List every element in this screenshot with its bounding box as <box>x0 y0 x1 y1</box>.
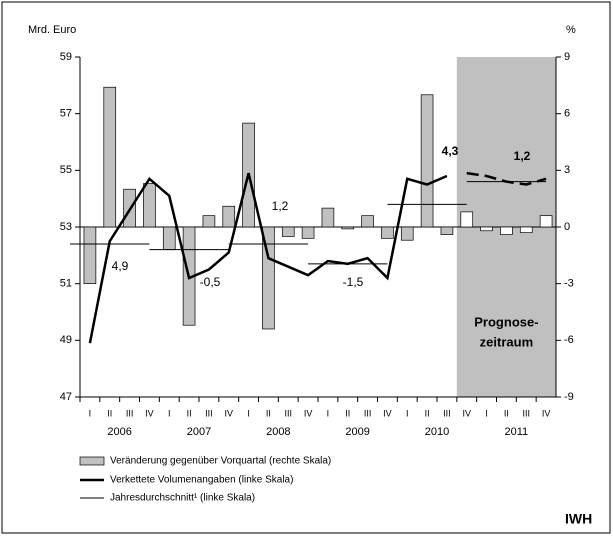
source: IWH <box>565 511 592 527</box>
x-tick-label: I <box>89 408 92 418</box>
legend-label: Verkettete Volumenangaben (linke Skala) <box>110 475 293 486</box>
x-tick-label: IV <box>304 408 313 418</box>
x-tick-label: II <box>425 408 430 418</box>
x-tick-label: III <box>126 408 134 418</box>
y-tick-label: 57 <box>60 108 72 120</box>
year-label: 2008 <box>266 426 290 438</box>
bar <box>202 215 216 228</box>
bar <box>162 226 176 251</box>
growth-label: -1,5 <box>343 275 364 289</box>
legend-label: Jahresdurchschnitt¹ (linke Skala) <box>110 493 255 504</box>
x-tick-label: IV <box>224 408 233 418</box>
y2-tick-label: -9 <box>564 391 574 403</box>
y2-tick-label: -6 <box>564 334 574 346</box>
x-tick-label: III <box>443 408 451 418</box>
x-tick-label: II <box>504 408 509 418</box>
bar <box>83 226 97 285</box>
x-tick-label: III <box>364 408 372 418</box>
year-label: 2011 <box>505 426 529 438</box>
x-tick-label: I <box>168 408 171 418</box>
bar <box>321 207 335 228</box>
y2-tick-label: 6 <box>564 108 570 120</box>
x-tick-label: II <box>187 408 192 418</box>
y-tick-label: 51 <box>60 278 72 290</box>
bar <box>262 226 275 330</box>
forecast-label: zeitraum <box>480 334 533 349</box>
y2-tick-label: 3 <box>564 164 570 176</box>
growth-label: 4,9 <box>112 259 129 273</box>
volume-line <box>466 171 547 186</box>
bar <box>143 183 156 228</box>
bar <box>440 226 454 235</box>
y2-axis-label: % <box>566 24 576 36</box>
legend-label: Veränderung gegenüber Vorquartal (rechte… <box>110 456 331 467</box>
bar <box>103 86 117 228</box>
bar <box>222 205 236 228</box>
forecast-label: Prognose- <box>474 314 538 329</box>
growth-label: 1,2 <box>514 149 531 163</box>
bar <box>480 226 493 232</box>
y-tick-label: 49 <box>60 334 72 346</box>
x-tick-label: III <box>205 408 213 418</box>
bar <box>420 94 434 228</box>
growth-label: -0,5 <box>200 275 221 289</box>
growth-label: 4,3 <box>442 144 459 158</box>
x-tick-label: III <box>284 408 292 418</box>
bar <box>519 226 533 234</box>
year-label: 2010 <box>425 426 449 438</box>
year-label: 2009 <box>345 426 369 438</box>
bar <box>381 226 394 239</box>
bar <box>500 226 513 235</box>
y2-tick-label: 0 <box>564 221 570 233</box>
x-tick-label: III <box>522 408 530 418</box>
bar <box>539 215 553 228</box>
year-label: 2006 <box>107 426 131 438</box>
x-tick-label: II <box>266 408 271 418</box>
bar <box>400 226 414 241</box>
x-tick-label: I <box>247 408 250 418</box>
y-tick-label: 47 <box>60 391 72 403</box>
x-tick-label: IV <box>462 408 471 418</box>
y2-tick-label: -3 <box>564 278 574 290</box>
growth-label: 1,2 <box>272 199 289 213</box>
y-tick-label: 55 <box>60 164 72 176</box>
bar <box>361 215 374 228</box>
y-tick-label: 59 <box>60 51 72 63</box>
x-tick-label: IV <box>383 408 392 418</box>
bar <box>460 211 474 228</box>
y-axis-label: Mrd. Euro <box>28 24 76 36</box>
y2-tick-label: 9 <box>564 51 570 63</box>
x-tick-label: IV <box>542 408 551 418</box>
y-tick-label: 53 <box>60 221 72 233</box>
x-tick-label: I <box>406 408 409 418</box>
bar <box>301 226 315 239</box>
x-tick-label: II <box>107 408 112 418</box>
x-tick-label: IV <box>145 408 154 418</box>
volume-line <box>88 172 448 344</box>
bar <box>281 226 295 237</box>
x-tick-label: I <box>485 408 488 418</box>
x-tick-label: I <box>327 408 330 418</box>
x-tick-label: II <box>345 408 350 418</box>
bar <box>341 226 355 230</box>
year-label: 2007 <box>187 426 211 438</box>
legend-swatch <box>79 456 105 466</box>
